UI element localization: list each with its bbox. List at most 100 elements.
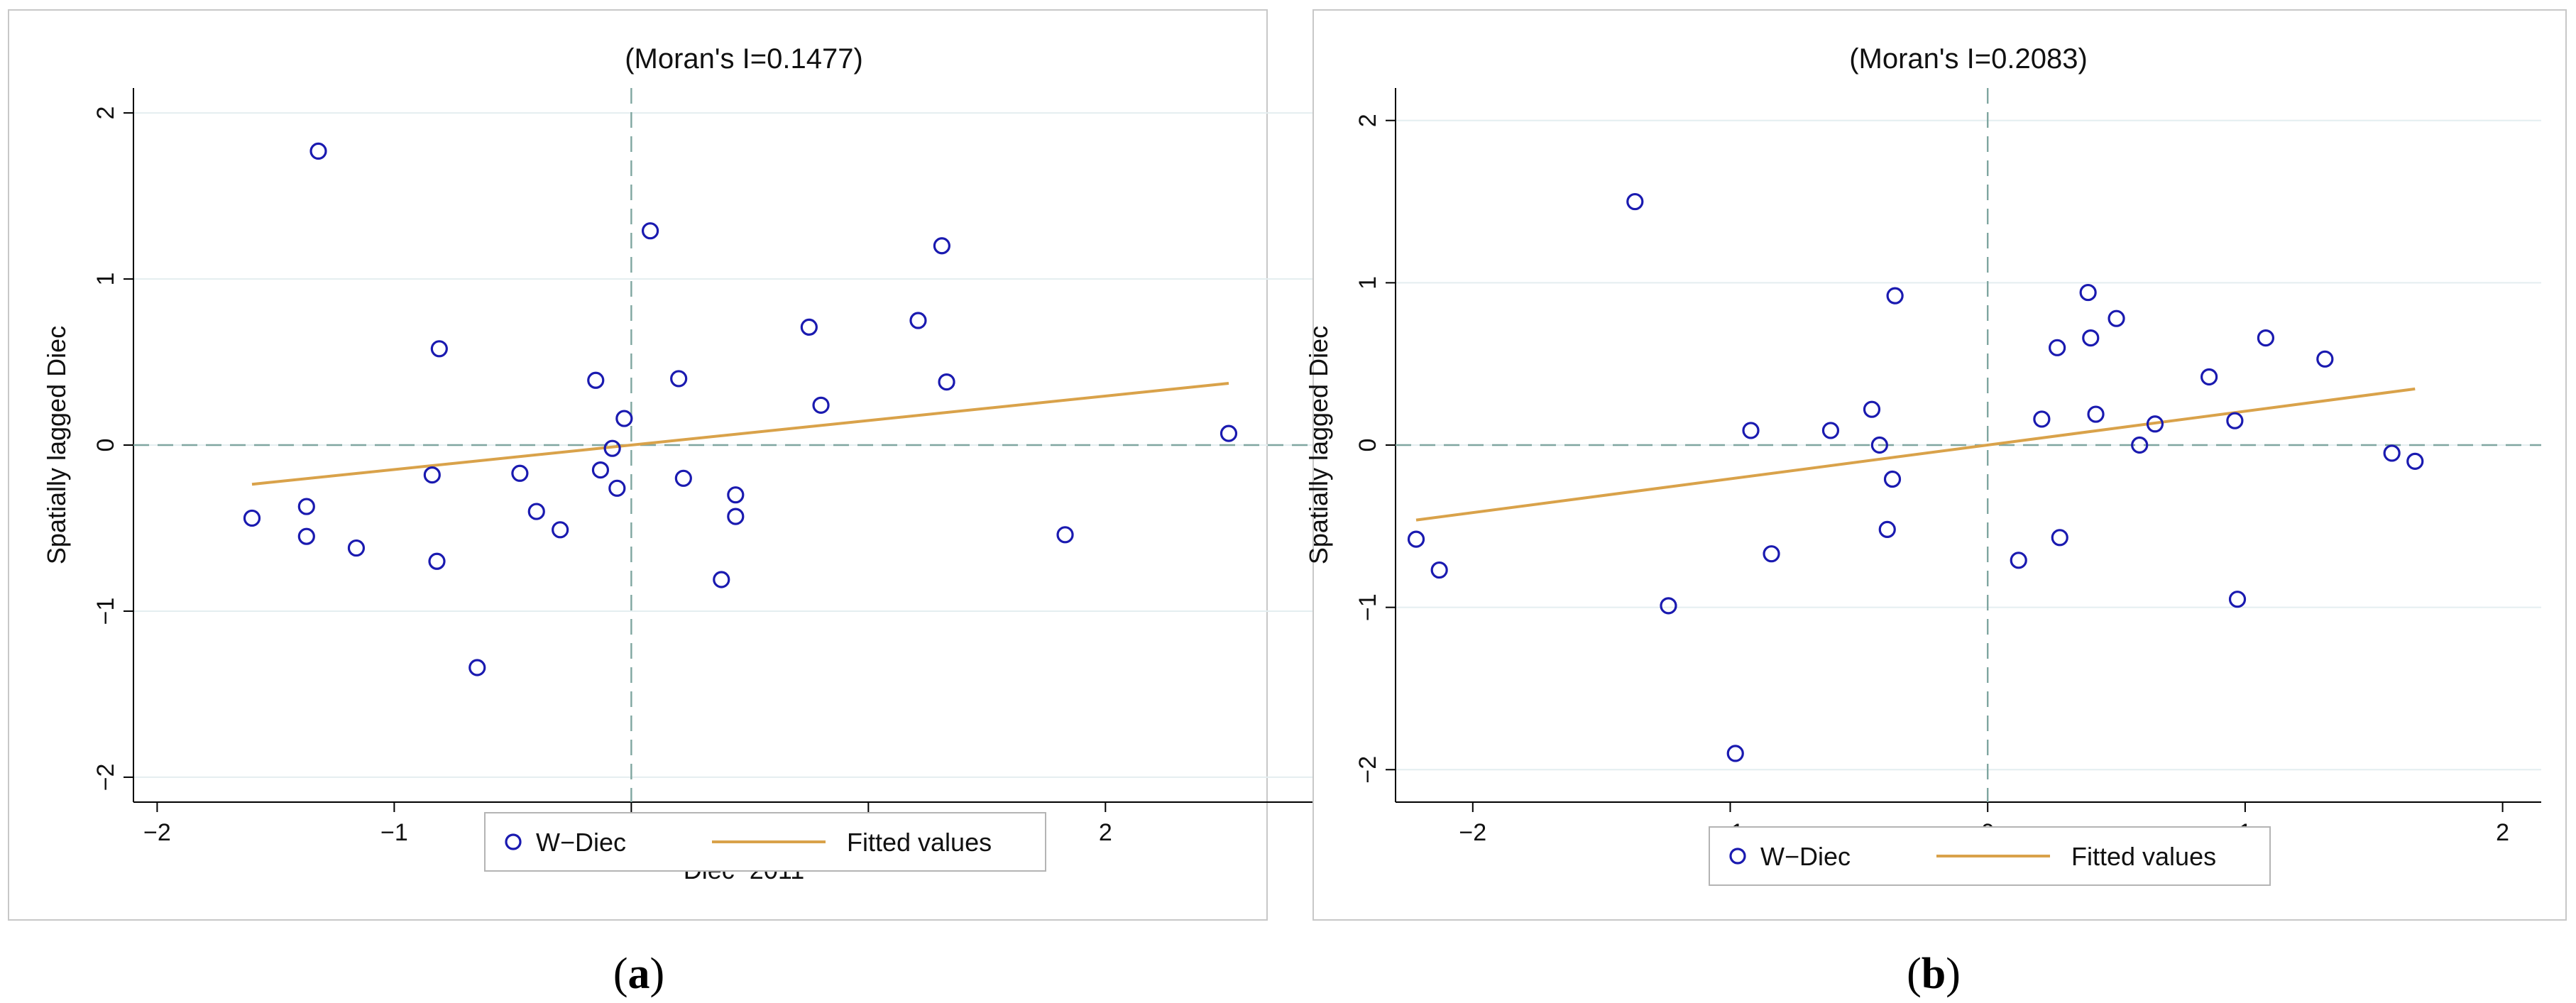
scatter-point [1407, 530, 1425, 548]
scatter-point [1763, 545, 1780, 563]
scatter-point [1660, 597, 1677, 615]
scatter-point [1878, 520, 1896, 538]
y-tick-label: 0 [1354, 439, 1381, 452]
panel-tag: (a) [613, 950, 664, 998]
x-tick-label: 2 [2496, 819, 2509, 846]
chart-title: (Moran's I=0.1477) [625, 43, 863, 75]
scatter-point [2406, 452, 2424, 470]
scatter-point [428, 552, 446, 570]
scatter-point [1742, 422, 1760, 439]
scatter-point [641, 222, 659, 240]
scatter-point [2087, 405, 2105, 423]
y-tick-label: −2 [1354, 756, 1381, 784]
scatter-point [511, 464, 529, 482]
legend-marker-scatter [1729, 848, 1746, 865]
y-tick-label: 0 [92, 439, 119, 452]
scatter-point [1626, 192, 1644, 211]
y-tick-label: 1 [1354, 276, 1381, 290]
scatter-point [423, 466, 441, 484]
scatter-point [347, 539, 366, 557]
fitted-values-line [1415, 387, 2416, 522]
scatter-point [1886, 287, 1904, 305]
scatter-point [2131, 436, 2149, 454]
y-axis-title: Spatially lagged Diec [1304, 326, 1333, 564]
scatter-point [1863, 400, 1881, 418]
scatter-point [603, 439, 621, 457]
scatter-point [527, 503, 545, 520]
panel-tag-open: ( [613, 950, 628, 998]
scatter-point [812, 396, 830, 414]
scatter-point [938, 373, 955, 391]
panel-tag-letter: b [1922, 950, 1946, 998]
y-tick-label: −1 [92, 598, 119, 625]
x-tick-label: −2 [1459, 819, 1486, 846]
scatter-point [297, 527, 315, 545]
fitted-values-line [251, 381, 1229, 486]
scatter-point [2383, 444, 2401, 462]
scatter-point [2082, 329, 2100, 347]
legend-marker-scatter [505, 833, 522, 850]
scatter-point [727, 486, 745, 504]
scatter-point [2049, 339, 2066, 356]
scatter-point [1430, 561, 1448, 579]
legend-label: W−Diec [1760, 842, 1851, 871]
scatter-point [2200, 368, 2218, 386]
scatter-point [468, 659, 486, 676]
scatter-point [1821, 422, 1840, 439]
scatter-point [713, 571, 730, 588]
scatter-point [2228, 591, 2247, 608]
y-axis-title: Spatially lagged Diec [42, 326, 71, 564]
legend-label: W−Diec [536, 828, 626, 857]
scatter-point [1056, 526, 1074, 544]
panel-tag-close: ) [650, 950, 665, 998]
panel-frame [1312, 9, 2567, 921]
legend-label: Fitted values [847, 828, 992, 857]
scatter-point [800, 318, 818, 336]
scatter-point [909, 312, 927, 329]
panel-tag-letter: a [628, 950, 650, 998]
panel-tag: (b) [1907, 950, 1961, 998]
y-tick-label: 1 [92, 273, 119, 286]
scatter-point [2108, 309, 2125, 327]
scatter-point [1883, 470, 1902, 488]
scatter-point [309, 142, 327, 160]
scatter-point [297, 498, 315, 515]
chart-title: (Moran's I=0.2083) [1849, 43, 2088, 75]
scatter-point [674, 469, 692, 487]
scatter-point [2010, 552, 2027, 569]
panel-tag-open: ( [1907, 950, 1922, 998]
scatter-point [2079, 283, 2097, 302]
scatter-point [615, 410, 633, 427]
scatter-point [591, 461, 610, 479]
x-tick-label: −1 [380, 819, 408, 846]
scatter-point [587, 371, 605, 389]
scatter-point [1870, 436, 1888, 454]
scatter-point [2146, 415, 2164, 433]
scatter-point [2051, 529, 2068, 547]
y-tick-label: 2 [1354, 114, 1381, 127]
scatter-point [2316, 350, 2334, 368]
scatter-point [2033, 410, 2051, 428]
scatter-point [670, 370, 688, 388]
panel-frame [8, 9, 1268, 921]
x-tick-label: 2 [1099, 819, 1112, 846]
legend-label: Fitted values [2071, 842, 2216, 871]
scatter-point [1726, 745, 1744, 762]
scatter-point [608, 479, 626, 497]
scatter-point [552, 521, 569, 539]
scatter-point [933, 237, 950, 255]
panel-tag-close: ) [1946, 950, 1961, 998]
y-tick-label: 2 [92, 106, 119, 120]
scatter-point [430, 340, 448, 358]
scatter-point [1220, 424, 1238, 442]
x-tick-label: −2 [143, 819, 171, 846]
scatter-point [243, 509, 261, 527]
scatter-point [727, 508, 745, 525]
y-tick-label: −2 [92, 764, 119, 791]
scatter-point [2257, 329, 2275, 347]
scatter-point [2226, 412, 2244, 429]
y-tick-label: −1 [1354, 593, 1381, 621]
